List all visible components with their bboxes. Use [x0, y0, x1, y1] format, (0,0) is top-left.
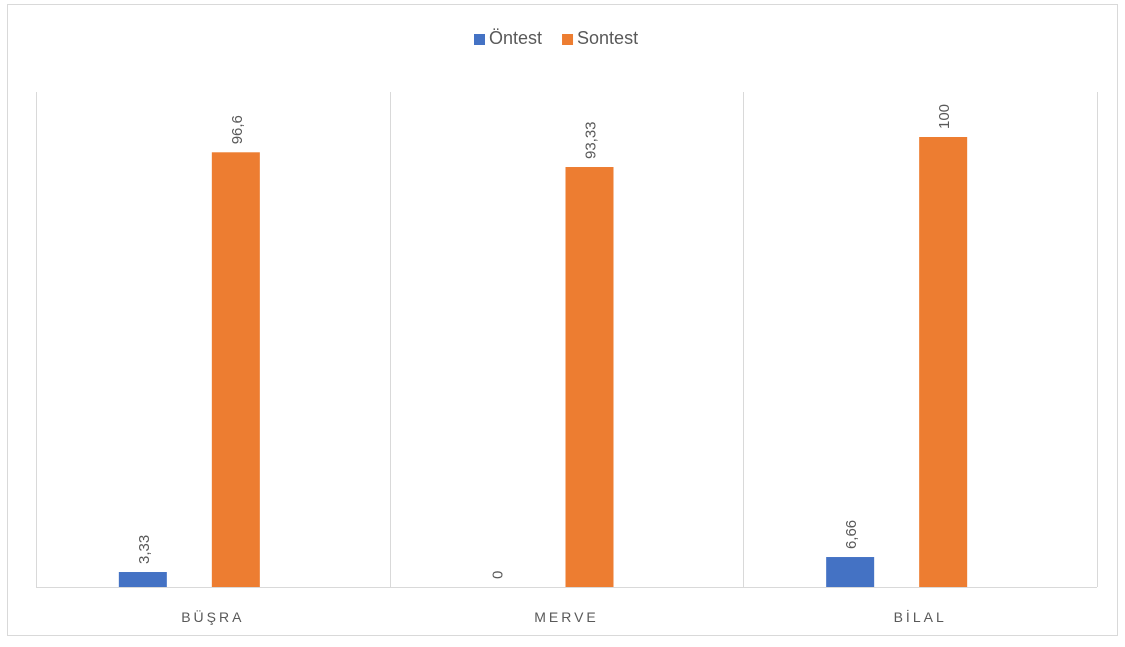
bar-sontest-1 [565, 167, 614, 587]
bar-sontest-0 [211, 152, 260, 588]
legend: Öntest Sontest [474, 28, 638, 48]
legend-label: Sontest [577, 28, 638, 48]
data-label: 96,6 [229, 115, 246, 144]
x-axis-labels: BÜŞRA MERVE BİLAL [181, 608, 947, 625]
data-label: 100 [936, 104, 953, 129]
x-tick-label: BÜŞRA [181, 608, 244, 625]
data-labels: 3,33 96,6 0 93,33 6,66 100 [136, 104, 953, 579]
bar-ontest-2 [826, 557, 875, 587]
data-label: 6,66 [843, 520, 860, 549]
legend-swatch [474, 34, 485, 45]
legend-label: Öntest [489, 28, 542, 48]
bars [118, 137, 968, 588]
data-label: 93,33 [583, 121, 600, 159]
category-separators [36, 92, 1098, 587]
x-tick-label: MERVE [534, 609, 599, 625]
x-tick-label: BİLAL [894, 608, 947, 625]
data-label: 3,33 [136, 535, 153, 564]
legend-swatch [562, 34, 574, 45]
bar-sontest-2 [919, 137, 968, 587]
bar-ontest-0 [118, 572, 167, 587]
data-label: 0 [490, 571, 507, 579]
